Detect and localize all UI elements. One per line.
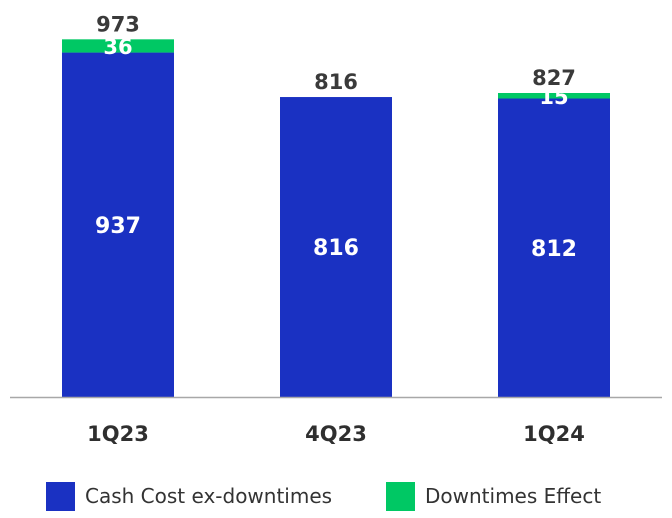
legend-item-cash-cost: Cash Cost ex-downtimes xyxy=(46,476,332,516)
bar-label-downtimes-effect-1q23: 36 xyxy=(103,35,132,59)
category-label-4q23: 4Q23 xyxy=(305,422,367,446)
legend-item-downtimes-effect: Downtimes Effect xyxy=(386,476,601,516)
total-label-1q23: 973 xyxy=(96,12,140,36)
total-label-1q24: 827 xyxy=(532,66,576,90)
bar-downtimes-effect-1q23 xyxy=(62,39,174,53)
legend: Cash Cost ex-downtimes Downtimes Effect xyxy=(0,476,672,516)
category-label-1q24: 1Q24 xyxy=(523,422,585,446)
category-label-1q23: 1Q23 xyxy=(87,422,149,446)
total-label-4q23: 816 xyxy=(314,70,358,94)
legend-swatch-downtimes-effect xyxy=(386,481,415,511)
bar-cash-cost-1q23 xyxy=(62,52,174,397)
bar-label-cash-cost-1q24: 812 xyxy=(531,237,577,262)
bar-label-downtimes-effect-1q24: 15 xyxy=(539,85,568,109)
bar-label-cash-cost-1q23: 937 xyxy=(95,214,141,239)
bar-cash-cost-4q23 xyxy=(280,97,392,398)
legend-label-downtimes-effect: Downtimes Effect xyxy=(425,484,602,508)
bar-downtimes-effect-1q24 xyxy=(498,92,610,99)
legend-swatch-cash-cost xyxy=(46,481,75,511)
legend-label-cash-cost: Cash Cost ex-downtimes xyxy=(85,484,333,508)
bar-cash-cost-1q24 xyxy=(498,98,610,398)
bar-label-cash-cost-4q23: 816 xyxy=(313,236,359,261)
